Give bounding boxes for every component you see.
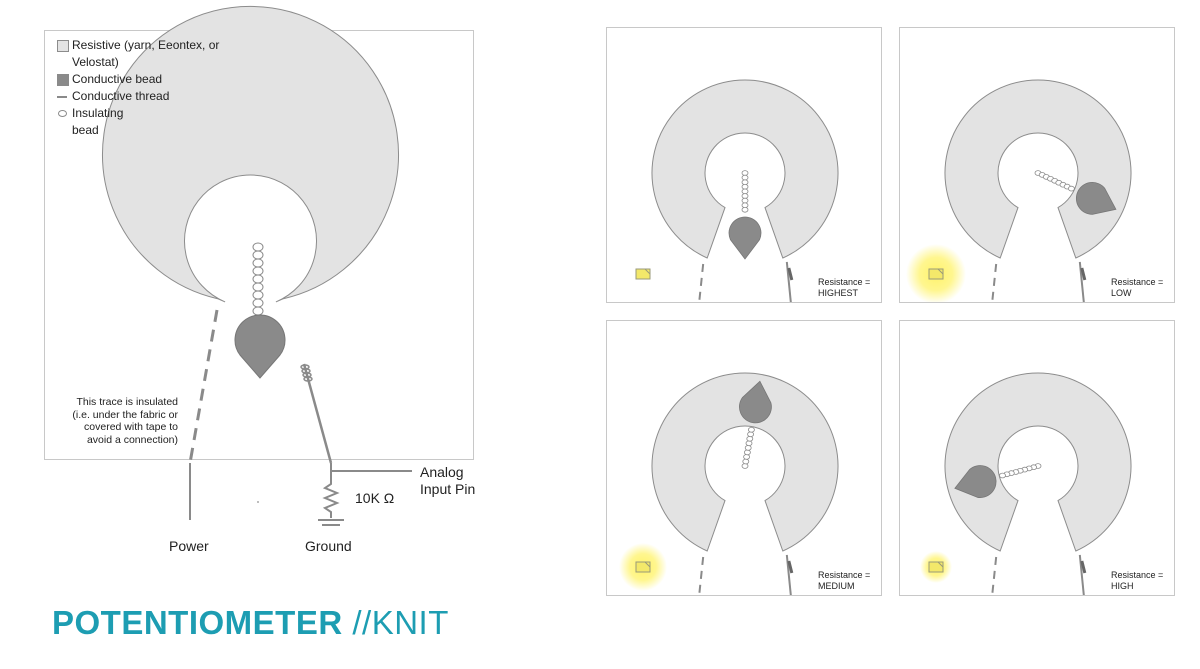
- resistive-swatch-icon: [56, 37, 72, 54]
- analog-input-label: Analog Input Pin: [420, 464, 476, 497]
- insulated-trace: [991, 263, 998, 302]
- resistance-label: Resistance = LOW: [1111, 277, 1164, 298]
- insulating-bead-chain: [1034, 170, 1075, 192]
- led-icon: [635, 268, 651, 280]
- state-panel-medium: Resistance = MEDIUM: [606, 320, 882, 596]
- legend-item-conductive-bead: Conductive bead: [56, 71, 232, 88]
- conductive-thread-swatch-icon: [56, 88, 72, 105]
- conductive-bead: [739, 380, 772, 424]
- conductive-thread: [1078, 261, 1085, 302]
- resistive-ring: [944, 79, 1132, 259]
- led-icon: [928, 561, 944, 573]
- conductive-bead: [954, 465, 997, 498]
- state-drawing: [920, 372, 1132, 595]
- insulated-trace-note: This trace is insulated (i.e. under the …: [72, 396, 178, 446]
- legend-label: Insulating bead: [72, 106, 124, 137]
- resistor-symbol: [322, 478, 340, 518]
- thread-coil: [1080, 560, 1087, 574]
- legend-item-insulating-bead: Insulating bead: [56, 105, 232, 139]
- insulating-bead-swatch-icon: [56, 105, 72, 122]
- legend-label: Conductive bead: [72, 72, 163, 86]
- state-panel-high: Resistance = HIGH: [899, 320, 1175, 596]
- resistive-ring: [651, 372, 839, 552]
- resistance-label: Resistance = HIGHEST: [818, 277, 871, 298]
- resistance-label: Resistance = HIGH: [1111, 570, 1164, 591]
- page-title: POTENTIOMETER //KNIT: [52, 604, 449, 641]
- led-icon: [928, 268, 944, 280]
- insulating-bead-chain: [741, 427, 755, 469]
- ground-label: Ground: [305, 538, 352, 554]
- legend-label: Resistive (yarn, Eeontex, or Velostat): [72, 38, 220, 69]
- resistor-label: 10K Ω: [355, 490, 395, 506]
- insulated-trace: [991, 556, 998, 595]
- led-icon: [635, 561, 651, 573]
- legend: Resistive (yarn, Eeontex, or Velostat) C…: [56, 37, 232, 139]
- state-drawing: [619, 372, 839, 595]
- conductive-bead-swatch-icon: [56, 71, 72, 88]
- legend-item-conductive-thread: Conductive thread: [56, 88, 232, 105]
- thread-coil: [787, 267, 794, 281]
- legend-item-resistive: Resistive (yarn, Eeontex, or Velostat): [56, 37, 232, 71]
- insulated-trace: [698, 263, 705, 302]
- state-drawing: [906, 79, 1132, 302]
- thread-coil: [1080, 267, 1087, 281]
- conductive-thread: [785, 554, 792, 595]
- insulated-trace: [698, 556, 705, 595]
- state-panel-low: Resistance = LOW: [899, 27, 1175, 303]
- resistive-ring: [944, 372, 1132, 552]
- insulating-bead-chain: [999, 463, 1042, 479]
- conductive-thread: [1078, 554, 1085, 595]
- conductive-thread: [785, 261, 792, 302]
- state-drawing: [635, 79, 839, 302]
- legend-label: Conductive thread: [72, 89, 170, 103]
- conductive-bead: [728, 216, 762, 260]
- state-panel-highest: Resistance = HIGHEST: [606, 27, 882, 303]
- power-label: Power: [169, 538, 209, 554]
- conductive-bead: [1075, 182, 1117, 215]
- thread-coil: [787, 560, 794, 574]
- resistance-label: Resistance = MEDIUM: [818, 570, 871, 591]
- resistive-ring: [651, 79, 839, 259]
- insulating-bead-chain: [741, 170, 749, 213]
